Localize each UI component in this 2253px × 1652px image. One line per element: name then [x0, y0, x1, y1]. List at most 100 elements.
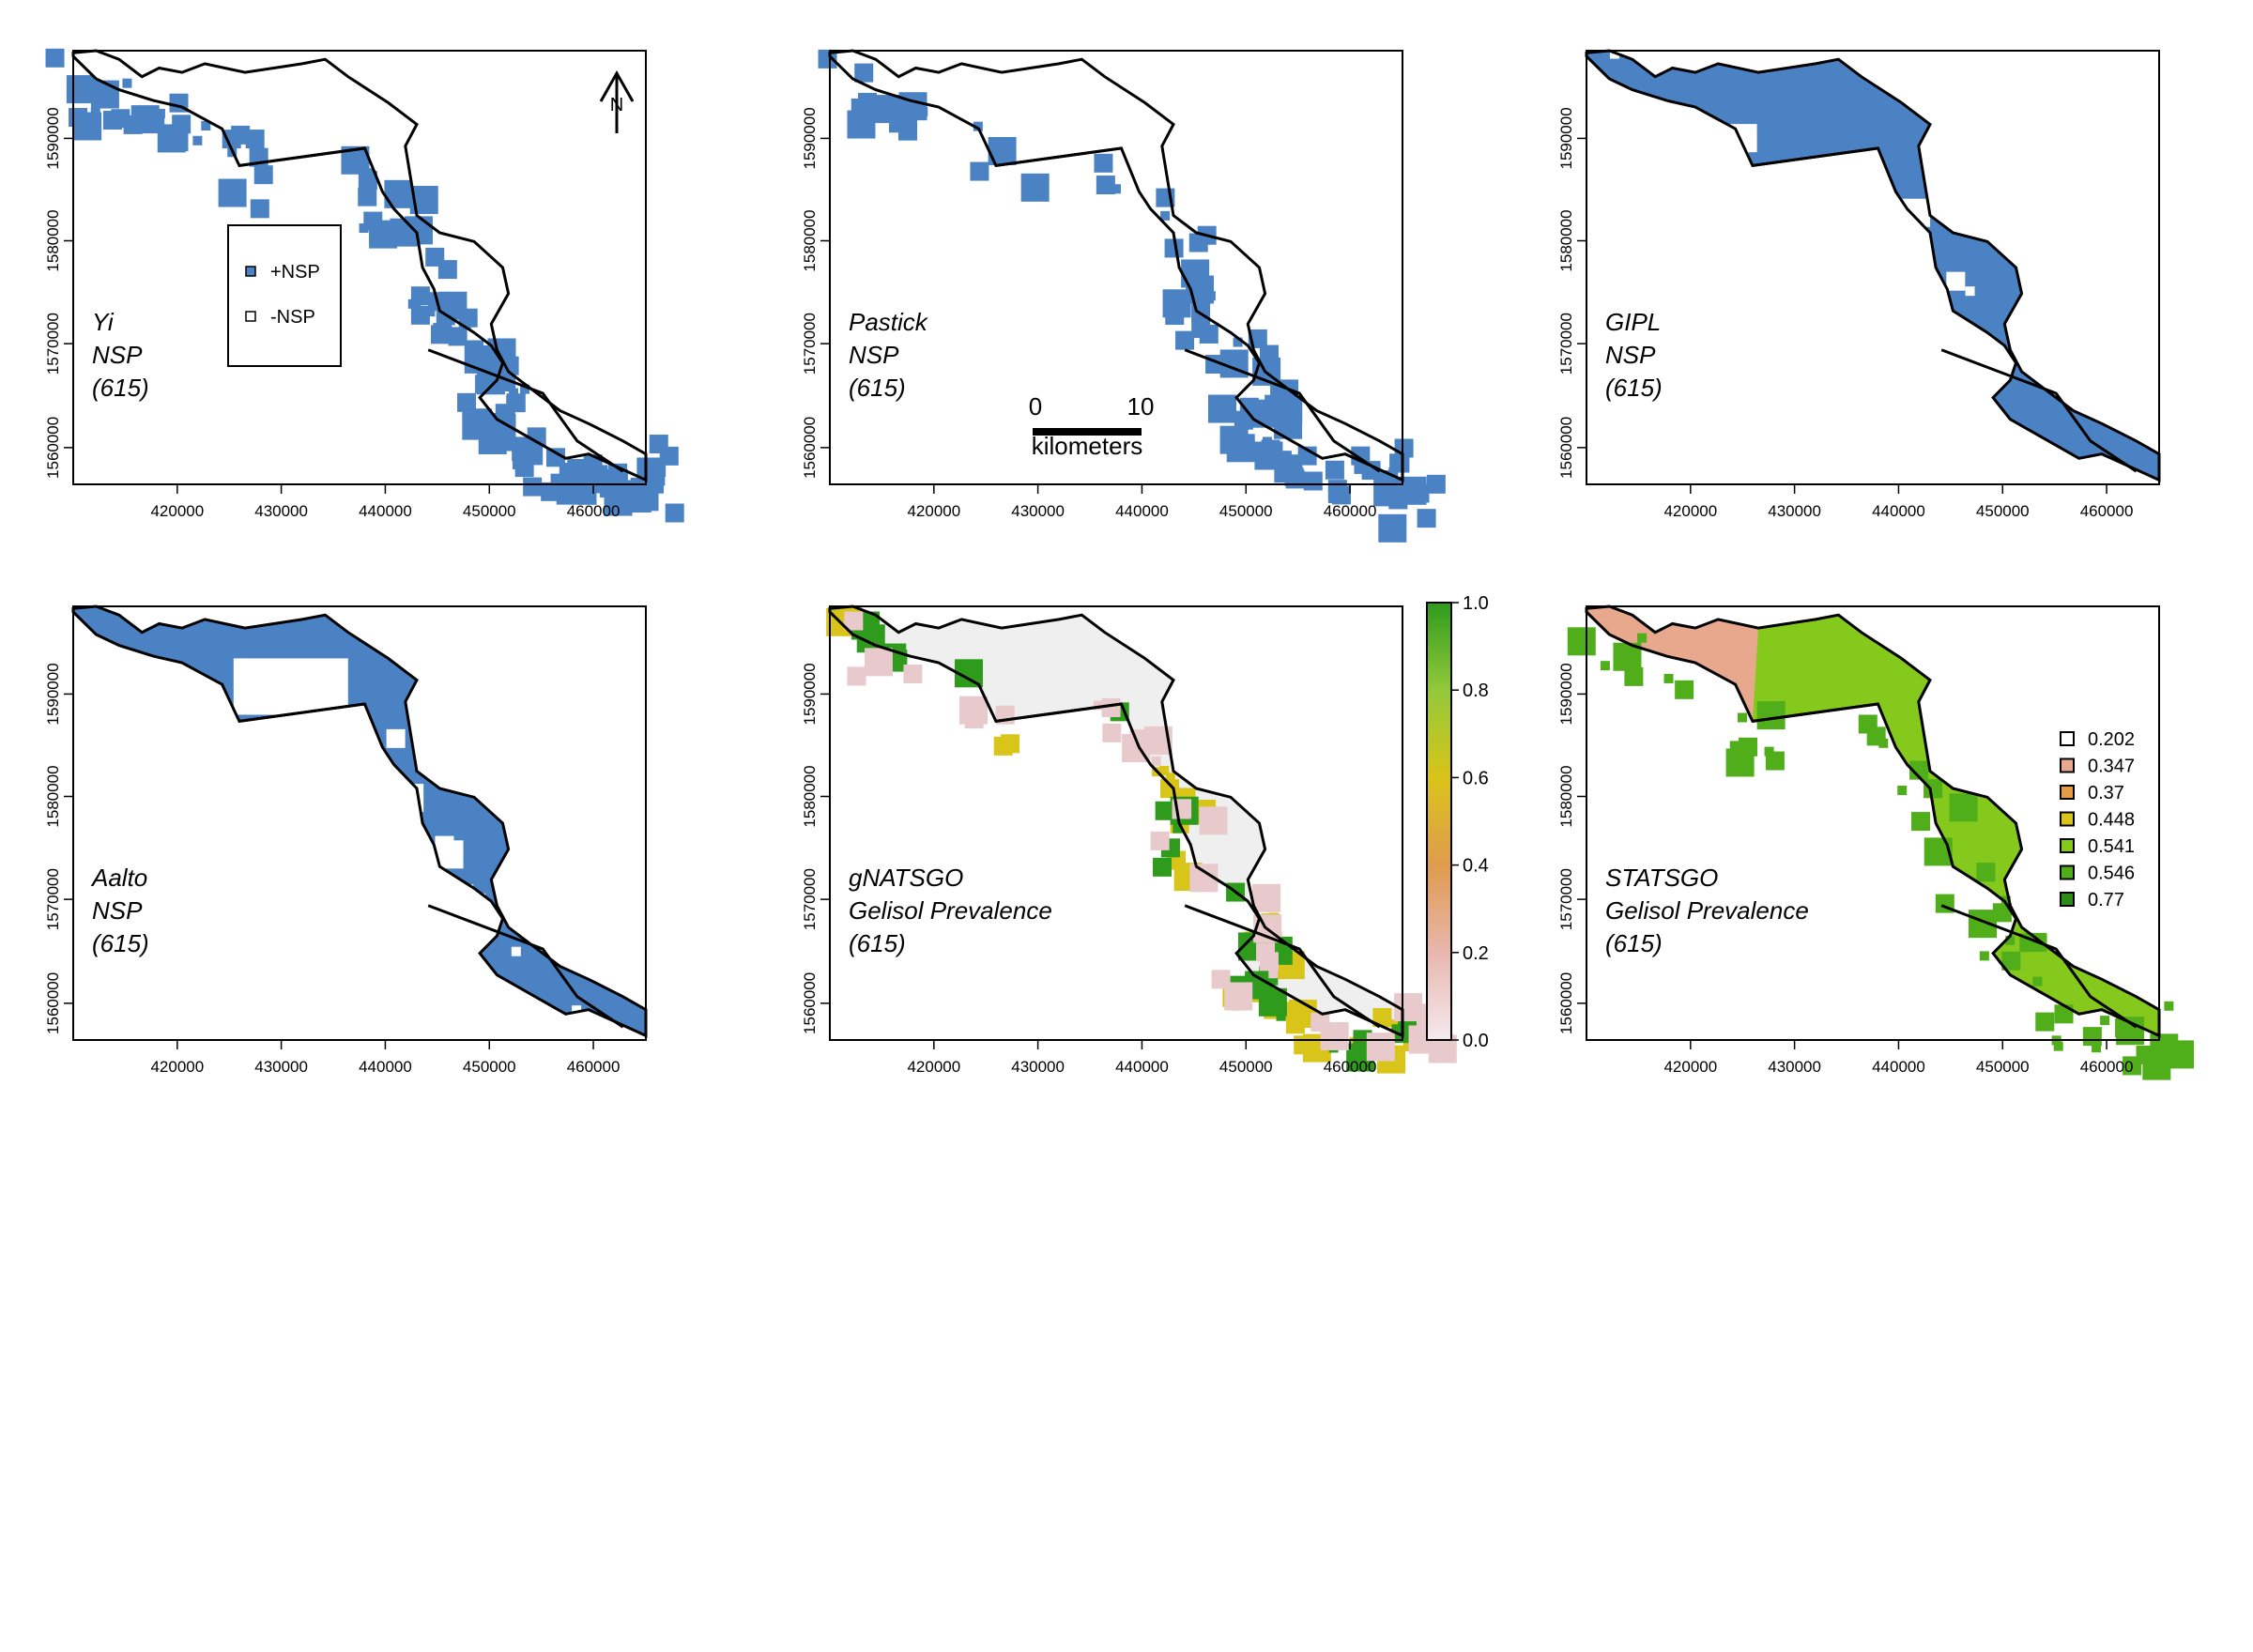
panel-label: Gelisol Prevalence [1605, 896, 1809, 925]
map-pixel [1976, 863, 1996, 882]
map-pixel [1191, 319, 1211, 339]
y-tick-label: 1590000 [44, 107, 62, 169]
north-arrow-head [599, 69, 635, 102]
map-pixel [1669, 104, 1689, 124]
west-zone [1586, 606, 1758, 722]
north-arrow-icon: N [599, 69, 635, 133]
map-pixel [1394, 438, 1414, 458]
y-tick-label: 1560000 [44, 972, 62, 1034]
x-tick-label: 430000 [1768, 1058, 1821, 1076]
panel-label: (615) [849, 929, 906, 957]
x-tick-label: 440000 [1115, 502, 1169, 520]
colorbar-tick-label: 0.8 [1463, 681, 1489, 701]
x-tick-label: 430000 [1011, 1058, 1065, 1076]
x-tick-label: 420000 [907, 1058, 960, 1076]
scale-bar: 0 10 kilometers [1029, 392, 1155, 460]
y-tick-label: 1580000 [44, 765, 62, 827]
map-pixel [1188, 233, 1208, 252]
y-tick-label: 1590000 [1557, 107, 1575, 169]
panel-label: GIPL [1605, 308, 1661, 336]
map-pixel [847, 110, 876, 139]
y-tick-label: 1590000 [1557, 663, 1575, 725]
map-pixel [1181, 259, 1210, 288]
study-area-fill [1586, 51, 2159, 481]
y-tick-label: 1560000 [1557, 417, 1575, 479]
map-panel-gnatsgo: 420000 430000 440000 450000 460000 1560000 157… [801, 604, 1457, 1076]
map-pixel [1923, 779, 1943, 799]
y-tick-label: 1570000 [44, 868, 62, 930]
y-tick-label: 1580000 [1557, 209, 1575, 271]
map-pixel [1164, 238, 1184, 258]
map-pixel [410, 286, 430, 306]
y-tick-label: 1570000 [1557, 868, 1575, 930]
panel-label: Pastick [849, 308, 929, 336]
map-pixel [2035, 1012, 2055, 1032]
study-area-outline [1585, 604, 2161, 1038]
map-pixel [1160, 210, 1171, 221]
x-tick-label: 420000 [1663, 502, 1717, 520]
map-pixel [1264, 394, 1294, 423]
map-pixel [520, 384, 530, 394]
panel-label: gNATSGO [849, 864, 963, 892]
map-pixel [854, 63, 874, 83]
y-tick-label: 1590000 [801, 663, 819, 725]
map-pixel [192, 135, 203, 145]
map-pixel [1361, 461, 1381, 481]
map-pixel [2145, 511, 2165, 530]
map-pixel [1205, 291, 1216, 301]
map-pixel [1949, 793, 1978, 822]
map-pixel [122, 78, 132, 88]
study-area-outline [71, 49, 648, 482]
map-pixel [1268, 969, 1279, 979]
map-pixel [457, 392, 477, 412]
map-pixel [1251, 883, 1280, 912]
legend-label: 0.541 [2088, 836, 2135, 857]
x-tick-label: 440000 [1872, 502, 1925, 520]
panel-label: NSP [849, 341, 899, 369]
legend-label: 0.77 [2088, 890, 2124, 910]
map-pixel [2162, 475, 2182, 495]
map-pixel [1992, 903, 2012, 923]
colorbar-tick-label: 1.0 [1463, 593, 1489, 614]
x-tick-label: 460000 [1324, 502, 1377, 520]
study-area-outline [828, 49, 1404, 482]
y-tick-label: 1580000 [801, 765, 819, 827]
map-pixel [532, 439, 543, 450]
y-tick-label: 1590000 [801, 107, 819, 169]
white-gap [233, 658, 348, 715]
x-tick-label: 430000 [254, 1058, 308, 1076]
map-pixel [1111, 184, 1121, 194]
legend-label: 0.347 [2088, 757, 2135, 777]
boundary-line [238, 702, 365, 723]
map-pixel [1310, 1013, 1330, 1032]
map-pixel [1878, 224, 1908, 253]
map-pixel [250, 199, 269, 219]
map-pixel [1094, 153, 1113, 173]
map-pixel [1160, 779, 1180, 799]
y-tick-label: 1580000 [801, 209, 819, 271]
panel-label: Yi [92, 308, 115, 336]
study-area-outline [71, 604, 648, 1038]
x-tick-label: 460000 [567, 1058, 621, 1076]
y-tick-label: 1570000 [44, 313, 62, 375]
y-tick-label: 1560000 [801, 972, 819, 1034]
map-pixel [1150, 831, 1170, 850]
map-pixel [2164, 1001, 2174, 1011]
colorbar-bar [1426, 602, 1452, 1041]
map-pixel [1567, 627, 1596, 656]
map-pixel [647, 1039, 667, 1059]
map-pixel [1366, 1032, 1395, 1062]
map-pixel [589, 467, 608, 486]
legend-swatch [2060, 838, 2075, 853]
x-tick-label: 450000 [463, 502, 516, 520]
map-pixel [903, 664, 923, 683]
x-tick-label: 460000 [567, 502, 621, 520]
map-pixel [1303, 471, 1323, 491]
map-pixel [1663, 673, 1674, 683]
map-pixel [542, 1026, 552, 1036]
map-pixel [619, 485, 629, 496]
x-tick-label: 450000 [463, 1058, 516, 1076]
map-pixel [1209, 359, 1219, 369]
map-pixel [1175, 330, 1195, 350]
